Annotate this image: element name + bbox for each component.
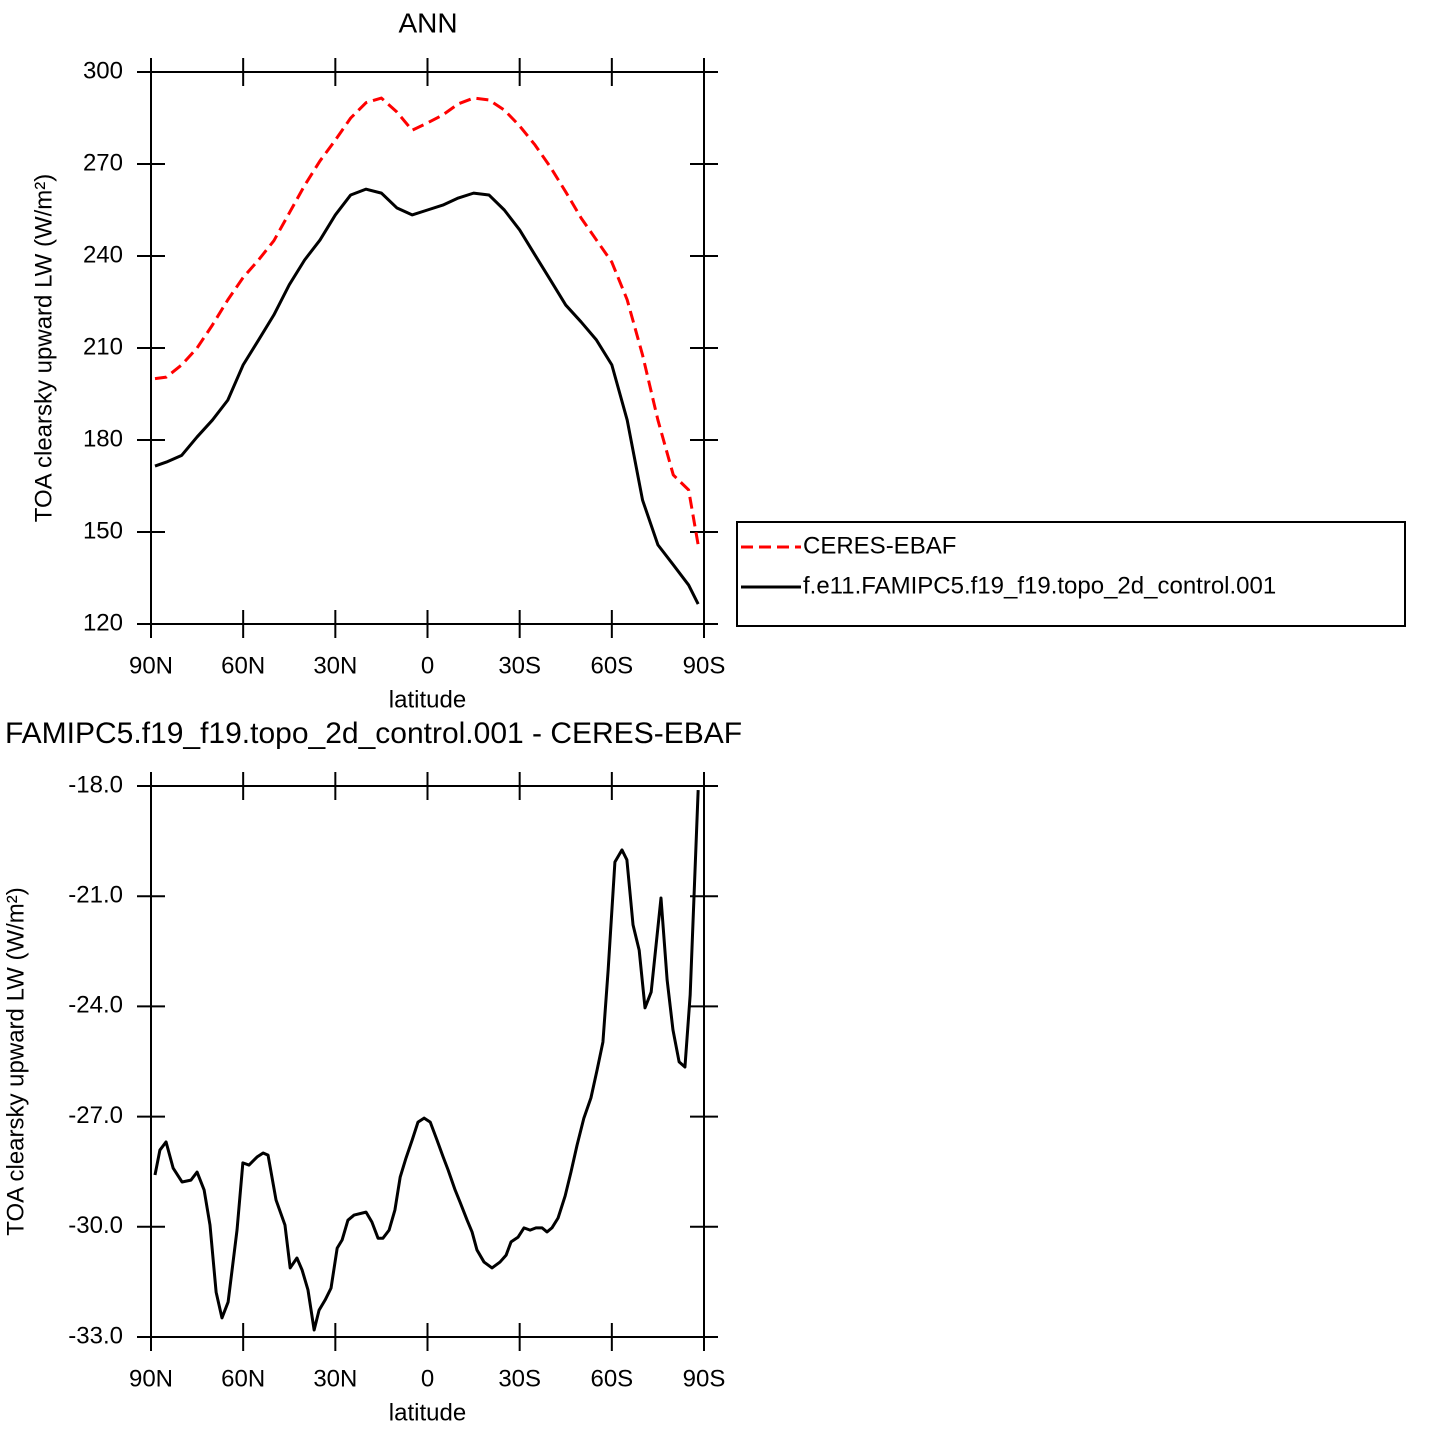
x-tick-label: 30N <box>313 1365 357 1392</box>
y-tick-label: 180 <box>83 425 123 452</box>
x-tick-label: 60N <box>221 1365 265 1392</box>
x-tick-label: 60N <box>221 652 265 679</box>
y-tick-label: 150 <box>83 517 123 544</box>
y-tick-label: -21.0 <box>68 882 123 909</box>
data-line <box>154 187 700 605</box>
legend-label: CERES-EBAF <box>803 532 956 559</box>
chart-title: ANN <box>398 7 457 38</box>
y-tick-label: 300 <box>83 57 123 84</box>
x-tick-label: 30S <box>498 1365 541 1392</box>
x-tick-label: 90N <box>129 1365 173 1392</box>
x-tick-label: 60S <box>590 1365 633 1392</box>
x-tick-label: 60S <box>590 652 633 679</box>
x-tick-label: 90N <box>129 652 173 679</box>
x-axis-label: latitude <box>389 1399 466 1426</box>
x-tick-label: 90S <box>683 1365 726 1392</box>
y-tick-label: 120 <box>83 609 123 636</box>
chart-title: FAMIPC5.f19_f19.topo_2d_control.001 - CE… <box>5 717 742 750</box>
y-tick-label: -30.0 <box>68 1212 123 1239</box>
y-tick-label: -24.0 <box>68 992 123 1019</box>
x-tick-label: 30N <box>313 652 357 679</box>
x-tick-label: 30S <box>498 652 541 679</box>
y-axis-label: TOA clearsky upward LW (W/m²) <box>30 174 57 523</box>
plot-frame <box>150 71 705 625</box>
legend-label: f.e11.FAMIPC5.f19_f19.topo_2d_control.00… <box>803 572 1276 599</box>
y-tick-label: -33.0 <box>68 1322 123 1349</box>
y-tick-label: -27.0 <box>68 1102 123 1129</box>
y-tick-label: 270 <box>83 149 123 176</box>
y-tick-label: 210 <box>83 333 123 360</box>
y-tick-label: -18.0 <box>68 771 123 798</box>
y-tick-label: 240 <box>83 241 123 268</box>
y-axis-label: TOA clearsky upward LW (W/m²) <box>2 887 29 1236</box>
x-tick-label: 0 <box>421 652 434 679</box>
x-tick-label: 90S <box>683 652 726 679</box>
data-line <box>154 96 700 546</box>
x-tick-label: 0 <box>421 1365 434 1392</box>
data-line <box>153 789 700 1332</box>
x-axis-label: latitude <box>389 686 466 713</box>
legend-box <box>736 521 1406 627</box>
